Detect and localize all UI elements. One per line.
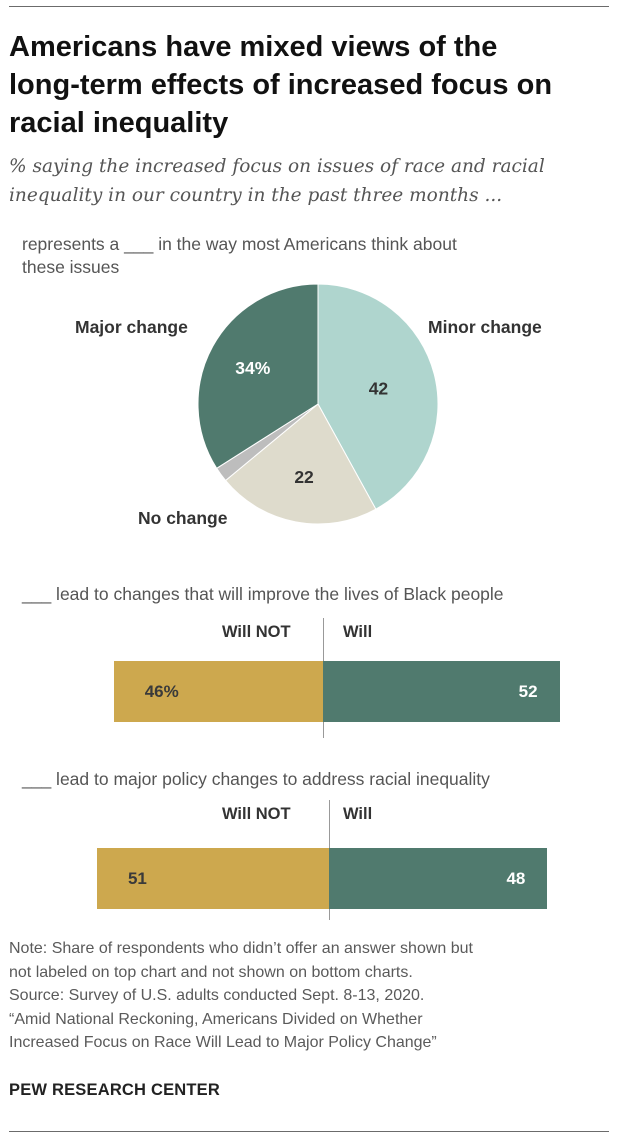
footnote-line: not labeled on top chart and not shown o…	[9, 963, 413, 981]
chart-subtitle-line: % saying the increased focus on issues o…	[9, 156, 545, 177]
bar1-will-not-label: Will NOT	[222, 623, 291, 641]
pie-value-label: 42	[369, 378, 389, 398]
top-rule	[9, 6, 609, 7]
pie-value-label: 22	[294, 467, 314, 487]
bar1-will-not-value: 46%	[144, 682, 179, 701]
bar1-will-label: Will	[343, 623, 373, 641]
footnote-line: Source: Survey of U.S. adults conducted …	[9, 987, 425, 1004]
chart-title-line: Americans have mixed views of the	[9, 31, 498, 63]
pie-question-line: represents a ___ in the way most America…	[22, 234, 457, 254]
pie-slice-major-change	[197, 283, 319, 469]
bottom-rule	[9, 1131, 609, 1132]
chart-title: Americans have mixed views of the long-t…	[9, 28, 609, 142]
footnote-line: Note: Share of respondents who didn’t of…	[9, 940, 473, 957]
pie-chart: 42 22 34%	[197, 283, 439, 525]
bar1-will-not-bar: 46%	[113, 661, 323, 722]
bar2-will-value: 48	[506, 869, 526, 888]
bar1-question: ___ lead to changes that will improve th…	[22, 584, 504, 604]
pie-slice-no-change	[224, 403, 377, 525]
bar2-will-label: Will	[343, 805, 373, 823]
bar2-question: ___ lead to major policy changes to addr…	[22, 769, 490, 789]
pie-question: represents a ___ in the way most America…	[22, 233, 582, 279]
footnote-line: “Amid National Reckoning, Americans Divi…	[9, 1010, 423, 1028]
footnote-line: Increased Focus on Race Will Lead to Maj…	[9, 1034, 437, 1051]
bar2-will-not-value: 51	[127, 869, 147, 888]
bar1-will-value: 52	[518, 682, 538, 701]
footnote: Note: Share of respondents who didn’t of…	[9, 937, 609, 1055]
bar2-will-not-label: Will NOT	[222, 805, 291, 823]
pie-legend-minor-change: Minor change	[428, 317, 542, 337]
chart-title-line: long-term effects of increased focus on	[9, 69, 553, 101]
chart-subtitle: % saying the increased focus on issues o…	[9, 152, 609, 210]
pie-question-line: these issues	[22, 257, 120, 277]
chart-title-line: racial inequality	[9, 107, 229, 139]
bar2-will-bar: 48	[329, 848, 548, 909]
bar2-will-not-bar: 51	[96, 848, 329, 909]
chart-subtitle-line: inequality in our country in the past th…	[9, 185, 503, 206]
source-credit: PEW RESEARCH CENTER	[9, 1081, 220, 1099]
pie-value-label: 34%	[235, 358, 270, 378]
pie-slice-minor-change	[317, 283, 439, 510]
pie-legend-major-change: Major change	[75, 317, 188, 337]
bar1-will-bar: 52	[323, 661, 560, 722]
pie-legend-no-change: No change	[138, 508, 228, 528]
